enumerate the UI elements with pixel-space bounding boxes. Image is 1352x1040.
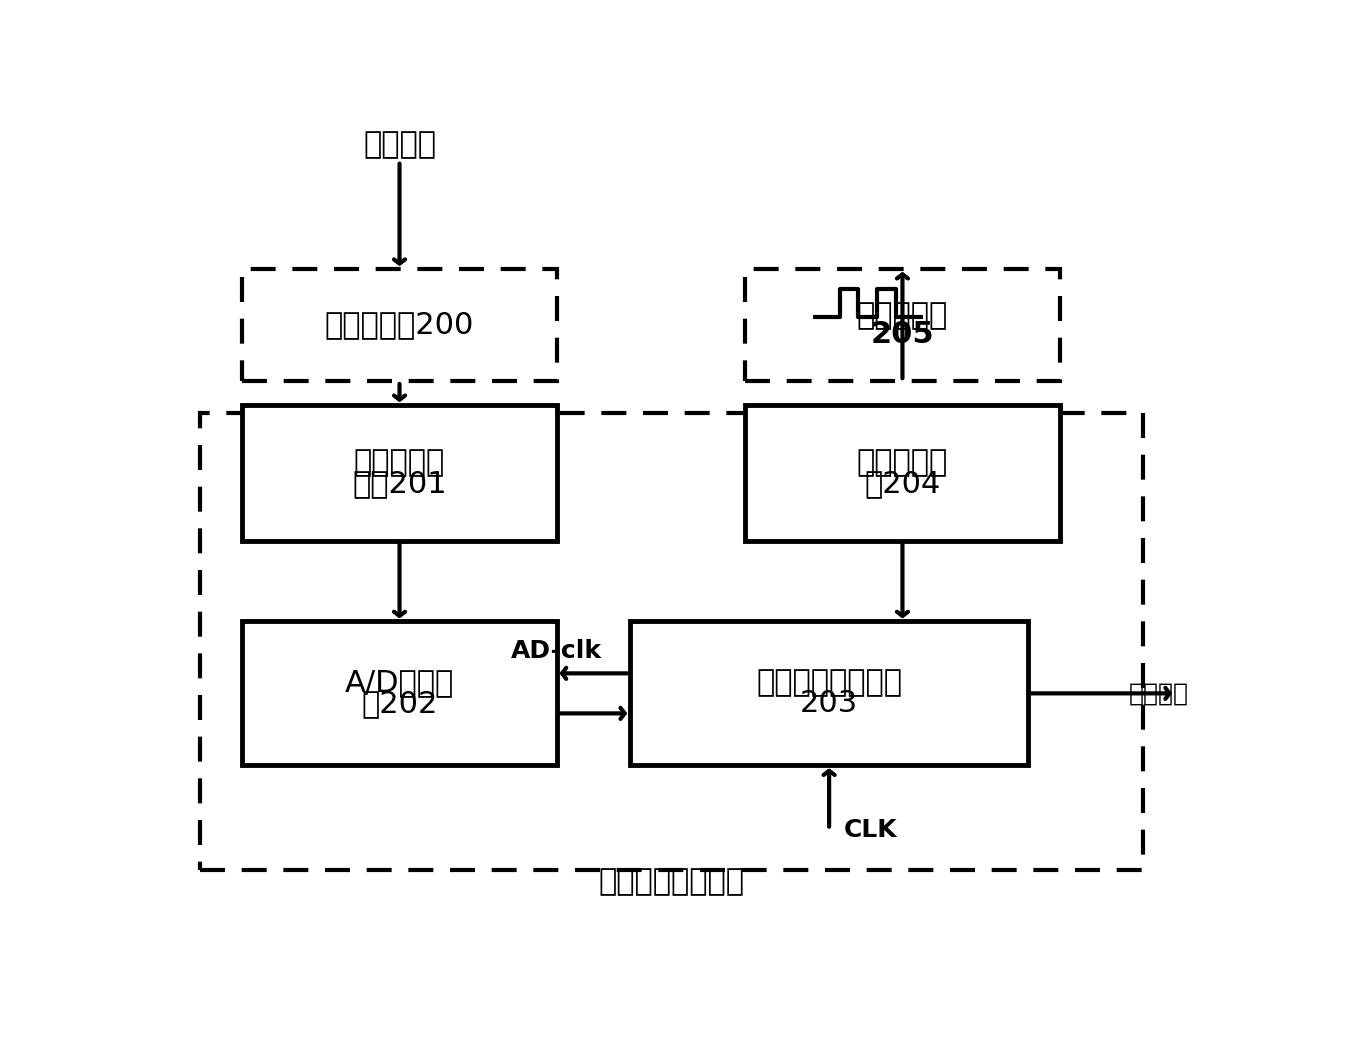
Text: 干涉信号: 干涉信号 bbox=[364, 130, 435, 159]
Polygon shape bbox=[630, 621, 1028, 765]
Text: CLK: CLK bbox=[844, 817, 898, 841]
Text: 光电探测器200: 光电探测器200 bbox=[324, 311, 475, 339]
Text: AD-clk: AD-clk bbox=[511, 639, 602, 662]
Text: 203: 203 bbox=[800, 690, 859, 719]
Text: 相位调制器: 相位调制器 bbox=[857, 301, 948, 330]
Polygon shape bbox=[745, 269, 1060, 381]
Text: 元204: 元204 bbox=[864, 469, 941, 498]
Polygon shape bbox=[200, 413, 1144, 869]
Polygon shape bbox=[745, 405, 1060, 541]
Text: 方波产生单: 方波产生单 bbox=[857, 448, 948, 477]
Text: 开环信号检测装置: 开环信号检测装置 bbox=[599, 867, 745, 896]
Text: A/D转换单: A/D转换单 bbox=[345, 669, 454, 698]
Text: 单元201: 单元201 bbox=[353, 469, 446, 498]
Polygon shape bbox=[242, 269, 557, 381]
Text: 前置放大器: 前置放大器 bbox=[354, 448, 445, 477]
Text: 数字输出: 数字输出 bbox=[1129, 681, 1190, 705]
Polygon shape bbox=[242, 621, 557, 765]
Text: 数字信号处理单元: 数字信号处理单元 bbox=[756, 669, 902, 698]
Text: 元202: 元202 bbox=[361, 690, 438, 719]
Polygon shape bbox=[242, 405, 557, 541]
Text: 205: 205 bbox=[871, 320, 934, 349]
